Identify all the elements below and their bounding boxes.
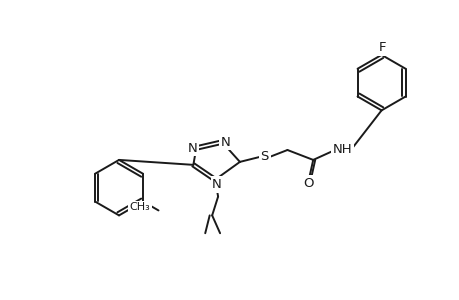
Text: O: O (302, 177, 313, 190)
Text: N: N (187, 142, 197, 154)
Text: N: N (221, 136, 230, 148)
Text: F: F (378, 41, 386, 55)
Text: CH₃: CH₃ (129, 202, 150, 212)
Text: N: N (212, 178, 222, 191)
Text: NH: NH (332, 142, 352, 155)
Text: S: S (260, 150, 268, 164)
